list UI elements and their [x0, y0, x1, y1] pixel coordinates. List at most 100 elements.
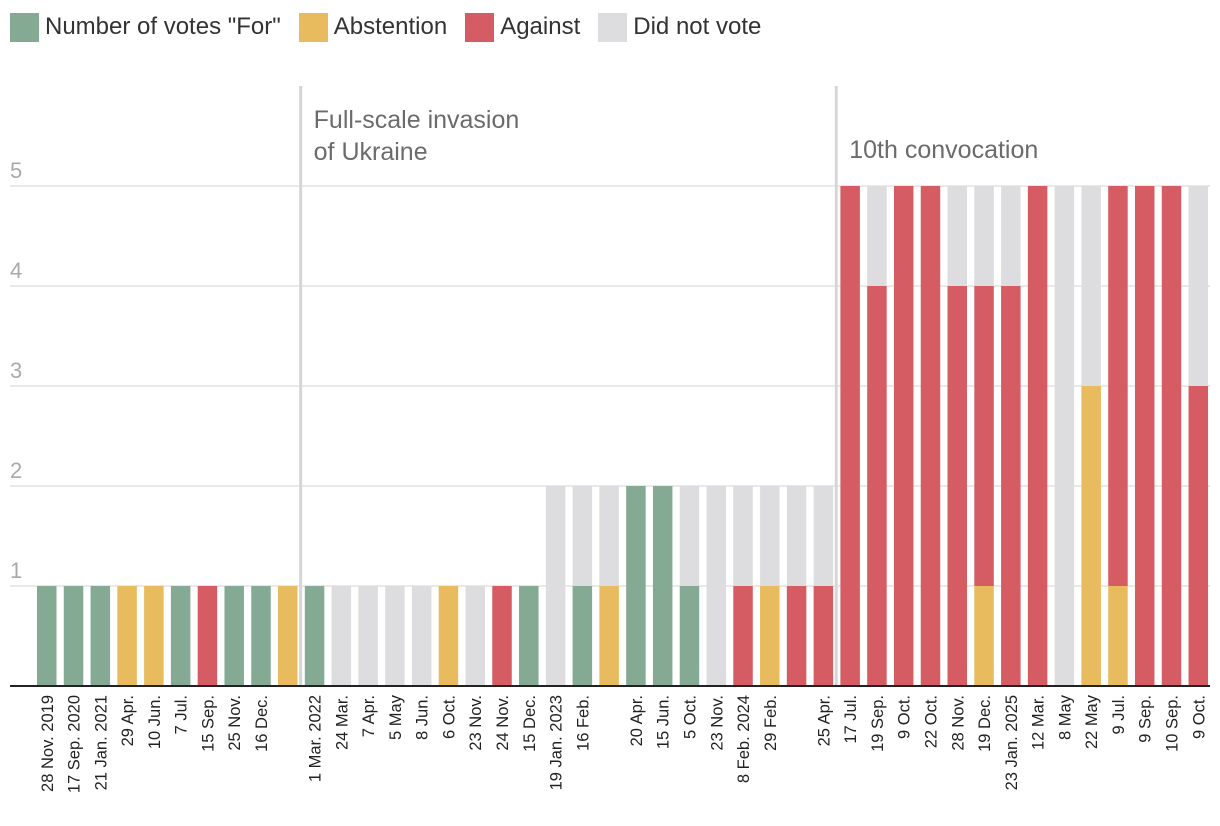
- x-tick-label: 12 Mar.: [1030, 695, 1048, 750]
- legend-item-abstention[interactable]: Abstention: [298, 12, 448, 42]
- bar-segment-did_not_vote-19: [545, 486, 566, 686]
- bar-segment-for-5: [170, 586, 191, 686]
- bar-segment-abstention-40: [1108, 586, 1128, 686]
- x-tick-label: 19 Dec.: [976, 695, 994, 752]
- x-tick-label: 22 May: [1083, 694, 1101, 749]
- bar-segment-did_not_vote-35: [974, 186, 994, 286]
- bar-segment-abstention-3: [117, 586, 137, 686]
- bar-segment-against-31: [867, 286, 887, 686]
- bar-segment-did_not_vote-27: [760, 486, 780, 586]
- x-tick-label: 9 Jul.: [1110, 695, 1128, 734]
- y-tick-label-3: 3: [10, 358, 22, 383]
- y-tick-label-2: 2: [10, 458, 22, 483]
- bar-segment-did_not_vote-34: [947, 186, 968, 286]
- bar-segment-for-18: [519, 586, 539, 686]
- bar-segment-against-30: [840, 186, 860, 686]
- x-tick-label: 20 Apr.: [628, 695, 646, 746]
- x-tick-label: 21 Jan. 2021: [92, 695, 110, 790]
- x-tick-label: 1 Mar. 2022: [307, 695, 325, 782]
- bar-segment-against-43: [1188, 386, 1209, 686]
- x-tick-label: 29 Feb.: [762, 695, 780, 751]
- x-tick-label: 19 Jan. 2023: [548, 695, 566, 790]
- bar-segment-abstention-15: [438, 586, 459, 686]
- x-tick-label: 15 Jun.: [655, 695, 673, 749]
- bar-segment-did_not_vote-21: [599, 486, 619, 586]
- bar-segment-against-6: [197, 586, 218, 686]
- bar-segment-against-41: [1134, 186, 1155, 686]
- x-tick-label: 15 Dec.: [521, 695, 539, 752]
- bar-segment-against-40: [1108, 186, 1128, 586]
- bar-segment-for-24: [679, 586, 700, 686]
- x-tick-label: 22 Oct.: [922, 695, 940, 748]
- legend-swatch-for: [10, 12, 39, 42]
- x-tick-label: 10 Sep.: [1164, 695, 1182, 752]
- legend-item-did-not-vote[interactable]: Did not vote: [598, 12, 762, 42]
- bar-segment-against-34: [947, 286, 968, 686]
- bar-segment-did_not_vote-29: [813, 486, 834, 586]
- x-tick-label: 23 Nov.: [708, 695, 726, 751]
- bar-segment-against-26: [733, 586, 753, 686]
- bar-segment-abstention-21: [599, 586, 619, 686]
- x-tick-label: 9 Sep.: [1137, 695, 1155, 743]
- bar-segment-did_not_vote-38: [1054, 186, 1075, 686]
- x-tick-label: 16 Feb.: [574, 695, 592, 751]
- bar-segment-did_not_vote-12: [358, 586, 378, 686]
- legend-item-for[interactable]: Number of votes "For": [10, 12, 281, 42]
- bar-segment-did_not_vote-24: [679, 486, 700, 586]
- legend-label-did-not-vote: Did not vote: [633, 13, 762, 40]
- bar-segment-for-20: [572, 586, 593, 686]
- x-tick-label: 5 May: [387, 694, 405, 740]
- x-tick-label: 29 Apr.: [119, 695, 137, 746]
- bar-segment-abstention-4: [144, 586, 164, 686]
- bar-segment-abstention-9: [278, 586, 298, 686]
- x-tick-label: 28 Nov. 2019: [39, 695, 57, 792]
- bar-segment-did_not_vote-31: [867, 186, 887, 286]
- y-tick-label-5: 5: [10, 158, 22, 183]
- bar-segment-did_not_vote-20: [572, 486, 593, 586]
- bar-segment-against-29: [813, 586, 834, 686]
- bar-segment-did_not_vote-28: [786, 486, 807, 586]
- bar-segment-abstention-39: [1081, 386, 1101, 686]
- bar-segment-for-10: [304, 586, 325, 686]
- legend-label-against: Against: [500, 13, 581, 40]
- x-tick-label: 25 Apr.: [815, 695, 833, 746]
- legend-label-abstention: Abstention: [333, 13, 448, 40]
- x-tick-label: 7 Jul.: [173, 695, 191, 734]
- y-tick-label-4: 4: [10, 258, 22, 283]
- bar-segment-did_not_vote-14: [411, 586, 432, 686]
- x-tick-label: 16 Dec.: [253, 695, 271, 752]
- bar-segment-against-32: [893, 186, 914, 686]
- legend-swatch-against: [465, 12, 495, 42]
- bar-segment-for-7: [224, 586, 244, 686]
- legend-swatch-abstention: [298, 12, 328, 42]
- bar-segment-against-42: [1161, 186, 1182, 686]
- bar-segment-for-2: [90, 586, 111, 686]
- bar-segment-against-37: [1027, 186, 1048, 686]
- bar-segment-did_not_vote-25: [706, 486, 726, 686]
- bar-segment-against-33: [920, 186, 941, 686]
- bar-segment-did_not_vote-26: [733, 486, 753, 586]
- x-tick-label: 9 Oct.: [1190, 695, 1208, 739]
- bar-segment-did_not_vote-39: [1081, 186, 1101, 386]
- x-tick-label: 19 Sep.: [869, 695, 887, 752]
- x-tick-label: 25 Nov.: [226, 695, 244, 751]
- x-tick-label: 17 Jul.: [842, 695, 860, 744]
- annotation-text-1-0: 10th convocation: [849, 136, 1038, 164]
- bar-segment-abstention-35: [974, 586, 994, 686]
- x-tick-label: 8 Jun.: [414, 695, 432, 740]
- x-tick-label: 9 Oct.: [896, 695, 914, 739]
- bar-segment-did_not_vote-43: [1188, 186, 1209, 386]
- x-tick-label: 23 Nov.: [467, 695, 485, 751]
- x-tick-label: 5 Oct.: [681, 695, 699, 739]
- bar-segment-for-23: [652, 486, 673, 686]
- x-tick-label: 10 Jun.: [146, 695, 164, 749]
- legend-item-against[interactable]: Against: [465, 12, 581, 42]
- bar-segment-did_not_vote-36: [1001, 186, 1021, 286]
- annotation-text-0-1: of Ukraine: [314, 138, 428, 166]
- bar-segment-did_not_vote-11: [331, 586, 352, 686]
- bar-segment-against-28: [786, 586, 807, 686]
- bar-segment-for-8: [251, 586, 271, 686]
- y-tick-label-1: 1: [10, 558, 22, 583]
- x-tick-label: 8 Feb. 2024: [735, 695, 753, 783]
